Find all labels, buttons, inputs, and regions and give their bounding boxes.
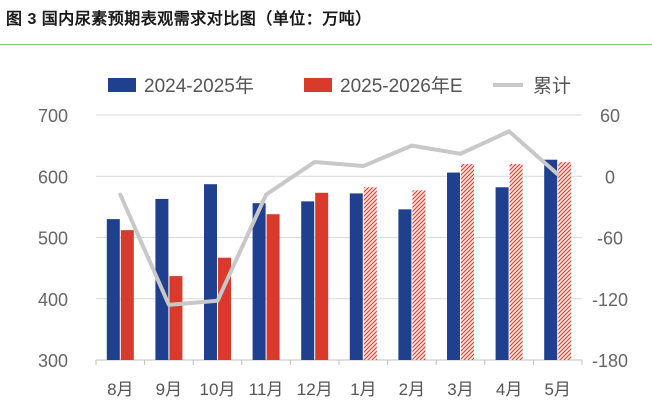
bar-2025-2026 xyxy=(315,192,329,360)
y-right-tick-label: -60 xyxy=(597,229,623,249)
cumulative-point xyxy=(313,160,317,164)
bar-2024-2025 xyxy=(447,172,460,360)
bar-2024-2025 xyxy=(252,203,266,360)
x-tick-label: 4月 xyxy=(496,380,522,399)
bar-2024-2025 xyxy=(349,193,363,360)
legend-swatch xyxy=(304,78,332,92)
y-left-tick-label: 300 xyxy=(38,351,68,371)
bar-2024-2025 xyxy=(398,209,412,360)
cumulative-point xyxy=(216,299,219,303)
bar-2025-2026-estimate xyxy=(509,164,523,360)
cumulative-point xyxy=(264,193,268,197)
legend-label: 2024-2025年 xyxy=(144,75,254,97)
y-left-tick-label: 600 xyxy=(38,167,68,187)
legend-label: 累计 xyxy=(533,75,571,97)
x-tick-label: 5月 xyxy=(544,380,570,399)
y-right-tick-label: 0 xyxy=(605,167,615,187)
cumulative-line xyxy=(118,129,560,307)
x-tick-label: 2月 xyxy=(399,380,425,399)
chart-title: 图 3 国内尿素预期表观需求对比图（单位：万吨） xyxy=(6,11,372,28)
cumulative-point xyxy=(167,303,171,307)
y-left-tick-label: 700 xyxy=(38,106,68,126)
bar-2025-2026-estimate xyxy=(412,190,426,360)
bar-2025-2026 xyxy=(266,214,280,360)
legend-swatch xyxy=(108,78,136,92)
bar-2025-2026 xyxy=(218,257,231,360)
bar-2025-2026 xyxy=(120,230,134,360)
x-tick-label: 12月 xyxy=(297,380,333,399)
cumulative-point xyxy=(118,193,122,197)
x-tick-label: 9月 xyxy=(156,380,182,399)
bar-2024-2025 xyxy=(301,201,315,360)
x-tick-label: 8月 xyxy=(107,380,133,399)
bar-2024-2025 xyxy=(106,219,120,360)
x-tick-label: 1月 xyxy=(350,380,376,399)
cumulative-point xyxy=(410,144,414,148)
cumulative-point xyxy=(556,172,560,176)
bar-2024-2025 xyxy=(155,198,169,360)
y-right-tick-label: -120 xyxy=(592,290,628,310)
bar-2025-2026-estimate xyxy=(558,162,572,360)
x-tick-label: 10月 xyxy=(200,380,236,399)
bar-2024-2025 xyxy=(204,184,217,360)
legend-label: 2025-2026年E xyxy=(340,75,463,97)
bar-2024-2025 xyxy=(495,187,509,360)
title-divider xyxy=(0,44,652,45)
cumulative-point xyxy=(459,152,462,156)
bar-2025-2026 xyxy=(169,276,183,360)
y-right-tick-label: -180 xyxy=(592,351,628,371)
bar-2024-2025 xyxy=(544,159,558,360)
y-left-tick-label: 500 xyxy=(38,229,68,249)
bar-2025-2026-estimate xyxy=(461,164,474,360)
x-tick-label: 11月 xyxy=(249,380,284,399)
y-right-tick-label: 60 xyxy=(600,106,620,126)
y-left-tick-label: 400 xyxy=(38,290,68,310)
bar-2025-2026-estimate xyxy=(363,187,377,360)
cumulative-point xyxy=(507,129,511,133)
x-tick-label: 3月 xyxy=(447,380,473,399)
cumulative-point xyxy=(361,164,365,168)
